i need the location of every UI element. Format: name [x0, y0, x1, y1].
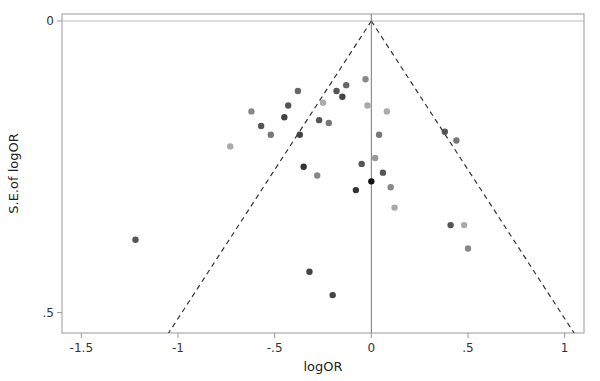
scatter-point	[447, 222, 453, 228]
scatter-point	[316, 117, 322, 123]
x-tick	[274, 333, 275, 338]
scatter-point	[384, 108, 390, 114]
x-tick-label: .5	[462, 341, 473, 355]
scatter-point	[297, 132, 303, 138]
scatter-point	[343, 82, 349, 88]
scatter-point	[380, 169, 386, 175]
scatter-point	[248, 108, 254, 114]
scatter-point	[453, 137, 459, 143]
y-tick	[57, 312, 62, 313]
scatter-point	[387, 184, 393, 190]
scatter-point	[442, 129, 448, 135]
x-tick-label: 1	[561, 341, 569, 355]
scatter-point	[300, 164, 306, 170]
scatter-point	[268, 132, 274, 138]
scatter-point	[358, 161, 364, 167]
scatter-point	[285, 102, 291, 108]
scatter-point	[320, 99, 326, 105]
scatter-point	[314, 172, 320, 178]
y-axis-label: S.E.of logOR	[6, 133, 21, 213]
x-tick	[81, 333, 82, 338]
scatter-point	[362, 76, 368, 82]
scatter-point	[353, 187, 359, 193]
scatter-point	[295, 88, 301, 94]
scatter-point	[281, 114, 287, 120]
x-tick-label: -.5	[267, 341, 283, 355]
scatter-point	[376, 132, 382, 138]
x-axis-label: logOR	[303, 359, 342, 374]
scatter-point	[329, 292, 335, 298]
y-tick-label: 0	[46, 14, 54, 28]
plot-frame	[62, 14, 584, 333]
x-tick-label: -1	[172, 341, 184, 355]
scatter-point	[372, 155, 378, 161]
reference-hline	[62, 20, 584, 21]
background	[0, 0, 600, 381]
x-tick	[371, 333, 372, 338]
x-tick	[468, 333, 469, 338]
scatter-point	[461, 222, 467, 228]
scatter-point	[326, 120, 332, 126]
scatter-point	[465, 245, 471, 251]
reference-vline	[371, 14, 372, 333]
plot-area	[62, 14, 584, 333]
scatter-point	[132, 236, 138, 242]
chart: -1.5 -1 -.5 0 .5 1 0 .5 logOR S.E.of logOR	[0, 0, 600, 381]
x-tick-label: 0	[368, 341, 376, 355]
x-tick-label: -1.5	[70, 341, 93, 355]
scatter-point	[227, 143, 233, 149]
scatter-point	[339, 94, 345, 100]
scatter-point	[333, 88, 339, 94]
x-tick	[178, 333, 179, 338]
y-tick	[57, 20, 62, 21]
x-tick	[564, 333, 565, 338]
scatter-point	[306, 269, 312, 275]
scatter-point	[368, 178, 374, 184]
scatter-point	[391, 204, 397, 210]
axes: -1.5 -1 -.5 0 .5 1 0 .5	[43, 14, 569, 355]
funnel-line	[169, 21, 372, 333]
scatter-point	[364, 102, 370, 108]
scatter-point	[258, 123, 264, 129]
funnel-line	[371, 21, 574, 333]
y-tick-label: .5	[43, 306, 54, 320]
